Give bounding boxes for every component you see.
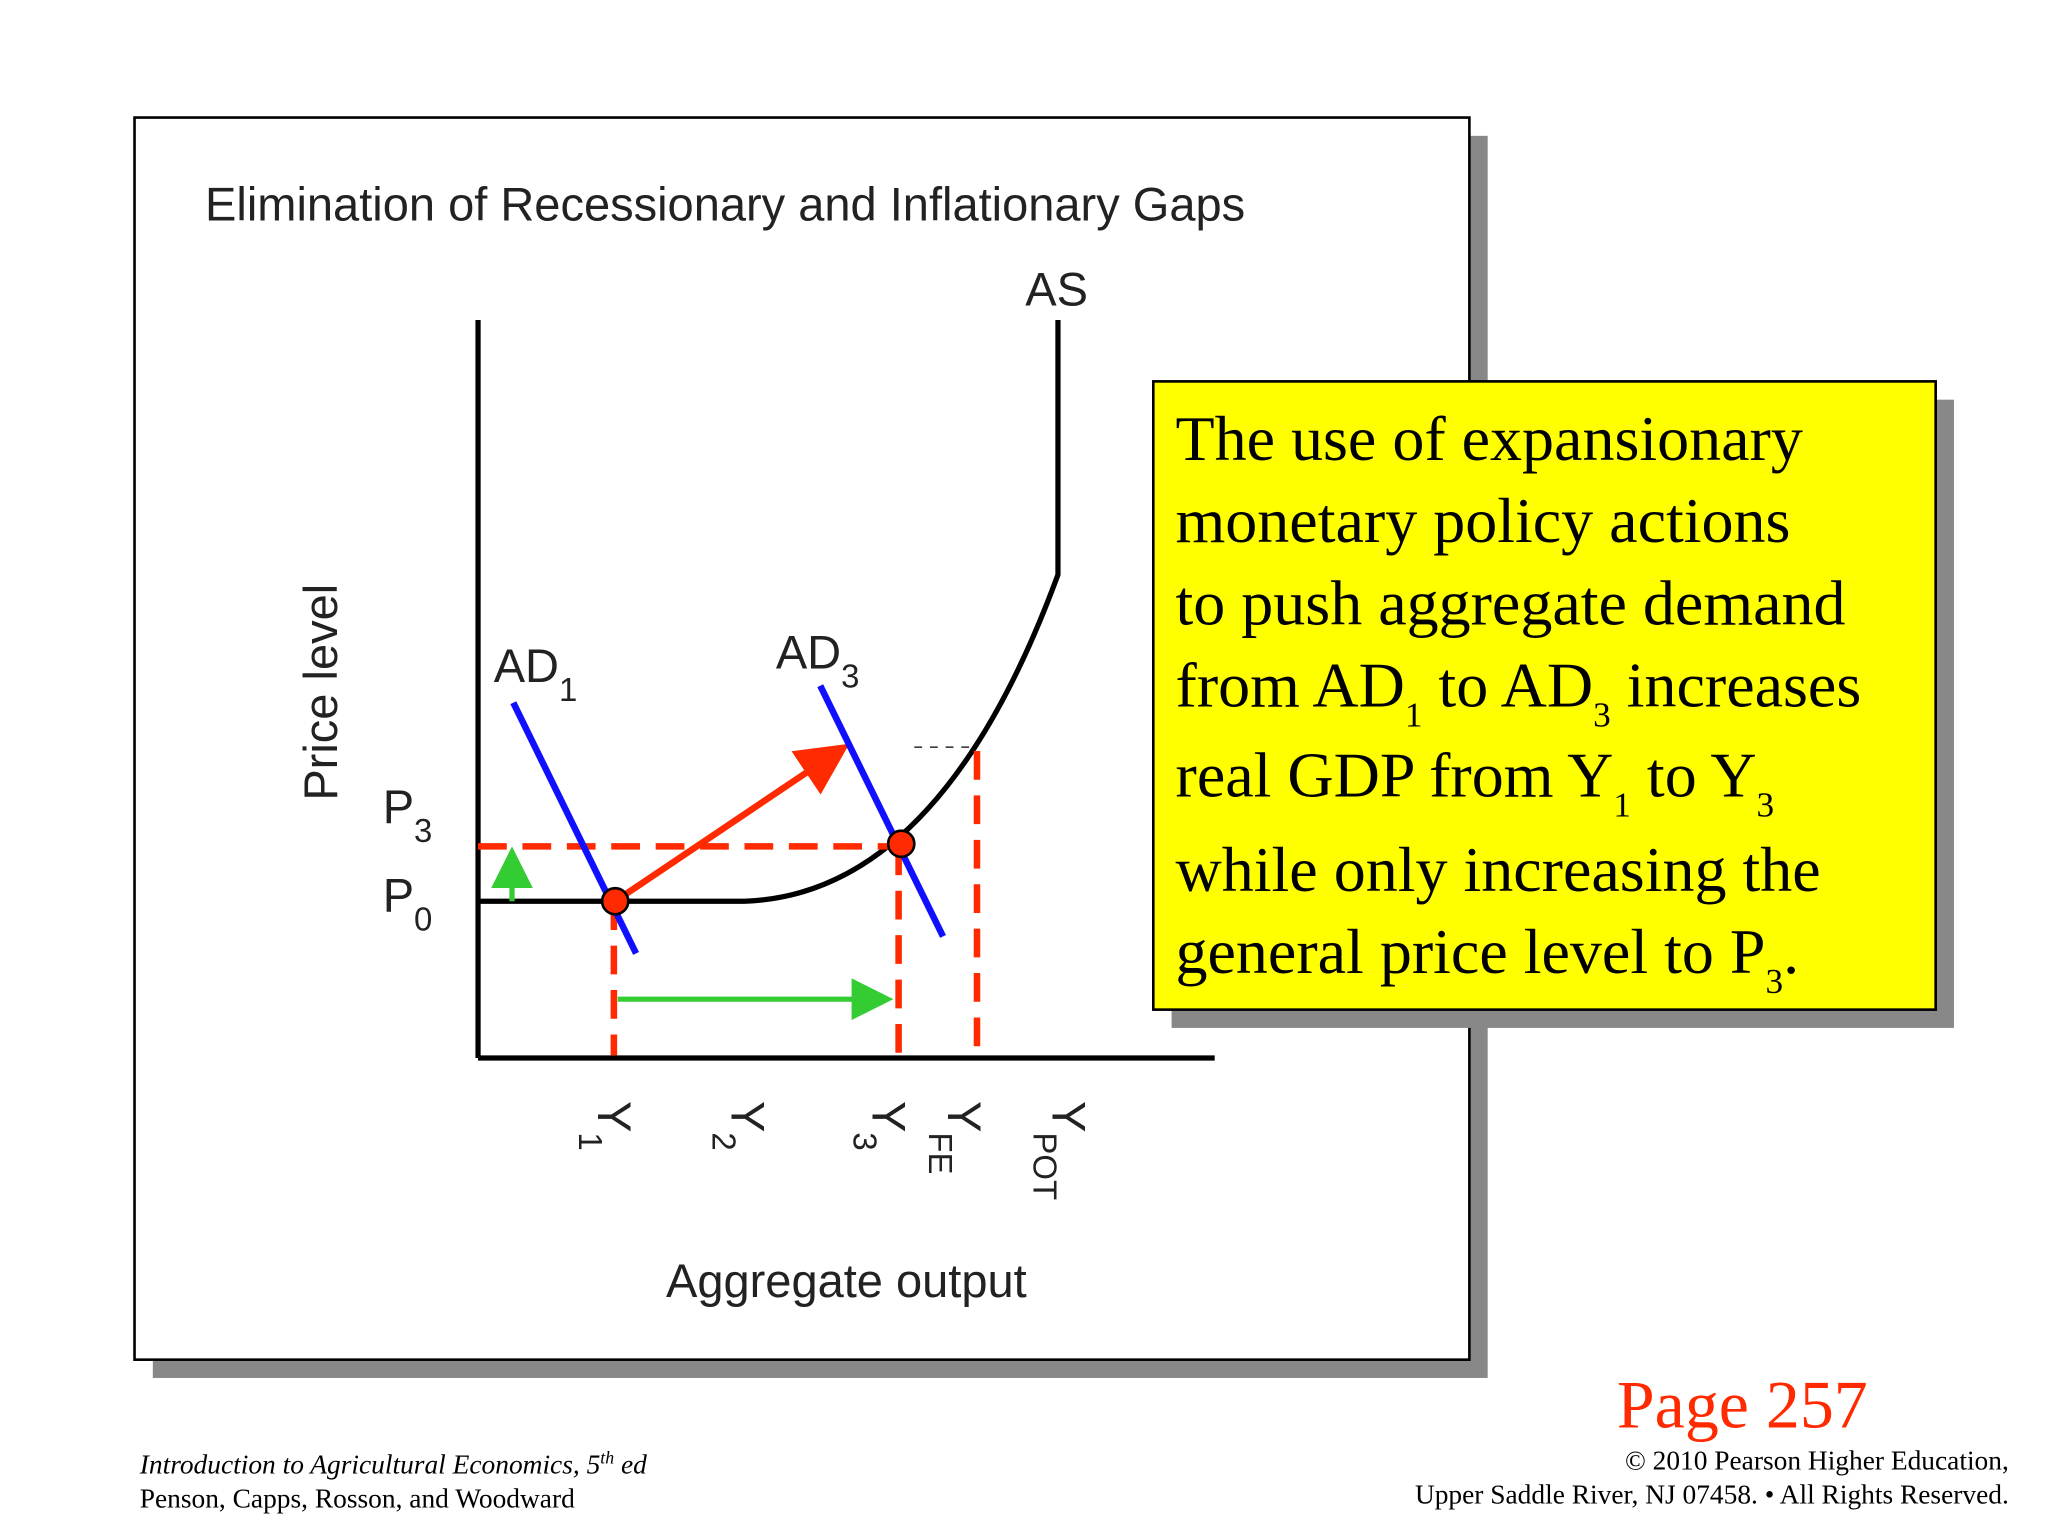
output-label: Y3: [847, 1101, 916, 1151]
callout-line: monetary policy actions: [1176, 485, 1791, 556]
footer-book-part: ed: [614, 1449, 647, 1479]
callout-line-part: 3: [1757, 785, 1775, 824]
callout-line-part: The use of expansionary: [1176, 403, 1803, 474]
equilibrium-1: [600, 886, 630, 916]
callout-line-part: 3: [1593, 695, 1611, 734]
price-label: P0: [383, 869, 433, 938]
callout-line-part: while only increasing the: [1176, 834, 1821, 905]
callout-line-part: .: [1783, 916, 1799, 987]
callout-line: general price level to P3.: [1176, 916, 1800, 1001]
footer-book-part: th: [600, 1447, 614, 1467]
callout-line: while only increasing the: [1176, 834, 1821, 905]
callout-line-part: monetary policy actions: [1176, 485, 1791, 556]
callout-line: from AD1 to AD3 increases: [1176, 650, 1862, 735]
price-label-part: 0: [414, 900, 432, 937]
output-label-part: FE: [923, 1132, 960, 1174]
callout-line-part: 1: [1405, 695, 1423, 734]
ad3-label-part: AD: [776, 626, 841, 679]
callout-line: to push aggregate demand: [1176, 567, 1846, 638]
ad3-label-part: 3: [841, 657, 859, 694]
ad1-label-part: AD: [494, 639, 559, 692]
as-label-part: AS: [1025, 263, 1088, 316]
output-label-part: Y: [862, 1101, 915, 1132]
output-label-part: Y: [938, 1101, 991, 1132]
output-label-part: Y: [1043, 1101, 1096, 1132]
output-label-part: 2: [706, 1132, 743, 1150]
callout-line-part: increases: [1611, 650, 1862, 721]
price-label-part: 3: [414, 811, 432, 848]
footer-book-part: Introduction to Agricultural Economics, …: [139, 1449, 601, 1479]
output-label: YFE: [923, 1101, 992, 1174]
output-label-part: 3: [847, 1132, 884, 1150]
x-axis-label: Aggregate output: [666, 1254, 1027, 1307]
callout-line-part: general price level to P: [1176, 916, 1766, 987]
shift-arrow: [613, 743, 850, 904]
output-label-part: POT: [1027, 1132, 1064, 1200]
ad1-label-part: 1: [559, 670, 577, 707]
callout-line-part: 3: [1765, 962, 1783, 1001]
callout-line-part: from AD: [1176, 650, 1405, 721]
footer-authors: Penson, Capps, Rosson, and Woodward: [140, 1483, 575, 1513]
ad3-curve: [817, 684, 946, 938]
chart-title: Elimination of Recessionary and Inflatio…: [205, 178, 1245, 231]
callout-line-part: to Y: [1631, 740, 1757, 811]
callout-line-part: real GDP from Y: [1176, 740, 1614, 811]
output-label-part: Y: [588, 1101, 641, 1132]
copyright: Upper Saddle River, NJ 07458. • All Righ…: [1415, 1479, 2009, 1509]
page-number: Page 257: [1617, 1367, 1868, 1443]
callout-line: real GDP from Y1 to Y3: [1176, 740, 1775, 825]
callout-line: The use of expansionary: [1176, 403, 1803, 474]
footer-book: Introduction to Agricultural Economics, …: [139, 1447, 647, 1479]
as-curve: [478, 320, 1061, 904]
callout-line-part: 1: [1613, 785, 1631, 824]
output-label-part: Y: [721, 1101, 774, 1132]
callout-box: [1152, 380, 1937, 1011]
output-label-part: 1: [573, 1132, 610, 1150]
as-label: AS: [1025, 263, 1088, 316]
equilibrium-3: [886, 829, 916, 859]
y-axis-label: Price level: [294, 584, 347, 801]
callout-line-part: to AD: [1422, 650, 1593, 721]
price-label-part: P: [383, 869, 414, 922]
output-label: Y1: [573, 1101, 642, 1151]
callout-line-part: to push aggregate demand: [1176, 567, 1846, 638]
ad1-label: AD1: [494, 639, 578, 708]
output-label: YPOT: [1027, 1101, 1096, 1200]
price-label: P3: [383, 780, 433, 849]
ad3-label: AD3: [776, 626, 860, 695]
output-label: Y2: [706, 1101, 775, 1151]
price-label-part: P: [383, 780, 414, 833]
copyright: © 2010 Pearson Higher Education,: [1625, 1445, 2009, 1475]
